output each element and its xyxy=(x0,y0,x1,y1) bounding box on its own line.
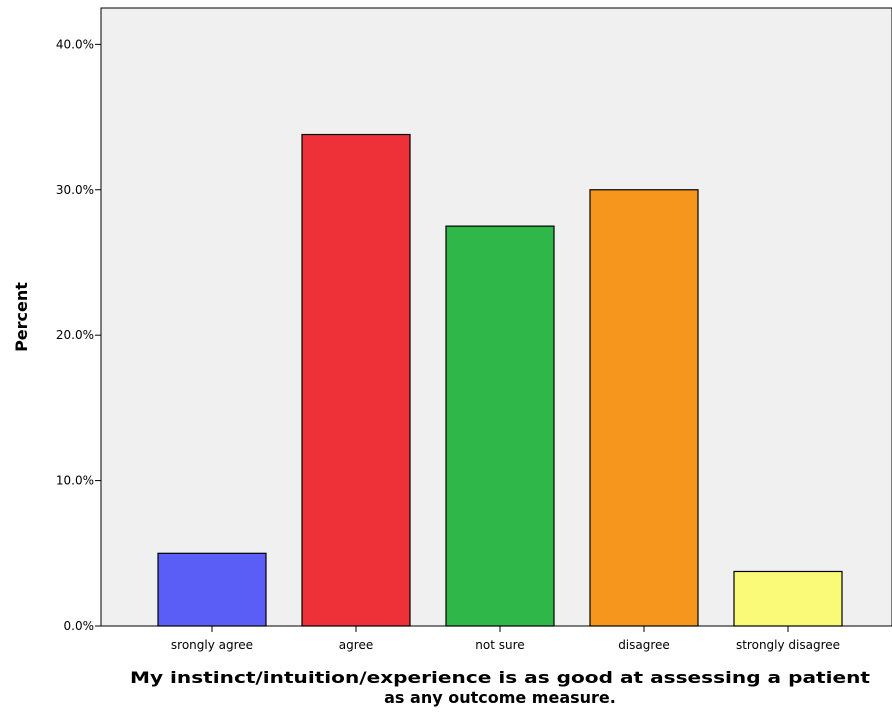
y-tick-label: 10.0% xyxy=(56,474,94,488)
y-axis-title: Percent xyxy=(12,282,31,352)
bar-agree xyxy=(301,133,411,627)
x-tick-label: not sure xyxy=(475,638,524,652)
x-tick-label: srongly agree xyxy=(171,638,253,652)
x-tick-label: strongly disagree xyxy=(736,638,840,652)
bar-srongly-agree xyxy=(157,552,267,627)
y-tick-label: 20.0% xyxy=(56,328,94,342)
y-tick-label: 0.0% xyxy=(64,619,95,633)
y-tick-label: 30.0% xyxy=(56,183,94,197)
x-axis-title-line-2: as any outcome measure. xyxy=(384,688,616,707)
y-axis: 0.0% 10.0% 20.0% 30.0% 40.0% xyxy=(56,37,101,633)
bar-disagree xyxy=(589,189,699,627)
x-axis: srongly agree agree not sure disagree strong… xyxy=(171,626,840,652)
x-tick-label: disagree xyxy=(618,638,670,652)
bar-strongly-disagree xyxy=(733,570,843,627)
y-tick-label: 40.0% xyxy=(56,37,94,51)
x-tick-label: agree xyxy=(339,638,373,652)
bar-not-sure xyxy=(445,225,555,627)
x-axis-title-line-1: My instinct/intuition/experience is as g… xyxy=(130,668,870,687)
